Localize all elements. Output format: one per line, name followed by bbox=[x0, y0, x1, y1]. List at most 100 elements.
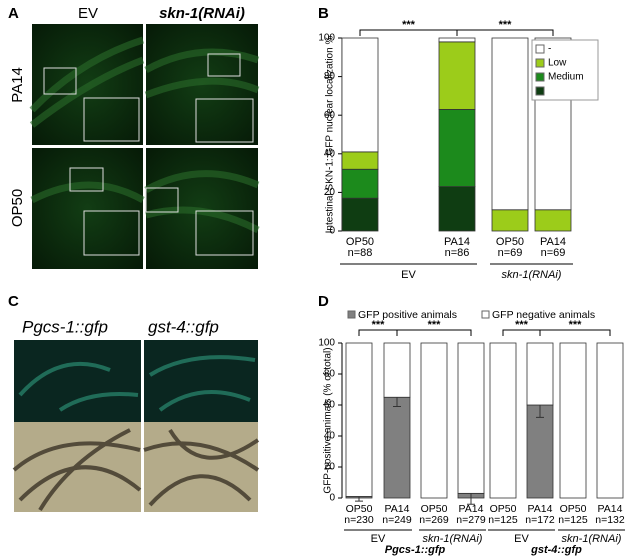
bar-segment bbox=[491, 37, 529, 211]
panel-label: A bbox=[8, 5, 19, 22]
bar-segment bbox=[341, 37, 379, 153]
x-tick-count: n=269 bbox=[419, 514, 449, 526]
y-tick-label: 100 bbox=[318, 33, 335, 44]
bar-segment bbox=[341, 197, 379, 232]
y-tick-label: 80 bbox=[324, 369, 336, 380]
micrograph bbox=[32, 148, 143, 269]
worm-fluorescence bbox=[18, 355, 256, 412]
significance-label: *** bbox=[569, 319, 583, 331]
x-tick-count: n=69 bbox=[498, 247, 523, 259]
legend-swatch bbox=[535, 44, 545, 54]
column-label: skn-1(RNAi) bbox=[159, 5, 245, 22]
y-tick-label: 100 bbox=[318, 338, 335, 349]
panel-a-images bbox=[29, 24, 260, 269]
x-tick-label: PA14 bbox=[385, 503, 410, 515]
x-tick-count: n=125 bbox=[558, 514, 588, 526]
x-tick-label: PA14 bbox=[444, 236, 470, 248]
significance-label: *** bbox=[372, 319, 386, 331]
panel-c-images bbox=[12, 340, 260, 512]
x-tick-label: PA14 bbox=[598, 503, 623, 515]
bar-segment bbox=[457, 342, 485, 494]
significance-label: *** bbox=[515, 319, 529, 331]
x-tick-label: PA14 bbox=[540, 236, 566, 248]
panel-label: B bbox=[318, 5, 329, 22]
x-tick-label: OP50 bbox=[496, 236, 524, 248]
column-label: EV bbox=[78, 5, 98, 22]
significance-bracket bbox=[539, 329, 611, 336]
bar-segment bbox=[420, 342, 448, 499]
brightfield-image bbox=[144, 422, 258, 512]
x-tick-label: OP50 bbox=[560, 503, 587, 515]
x-tick-count: n=279 bbox=[456, 514, 486, 526]
legend-swatch bbox=[535, 58, 545, 68]
bar-segment bbox=[526, 342, 554, 406]
column-label: gst-4::gfp bbox=[148, 317, 219, 336]
inset bbox=[195, 98, 254, 143]
inset-marker bbox=[207, 53, 241, 77]
y-tick-label: 40 bbox=[324, 431, 336, 442]
x-tick-label: OP50 bbox=[346, 503, 373, 515]
bar-segment bbox=[438, 41, 476, 110]
x-tick-label: OP50 bbox=[421, 503, 448, 515]
legend-label: - bbox=[548, 44, 551, 55]
row-label: PA14 bbox=[9, 67, 26, 103]
legend-label: GFP positive animals bbox=[358, 309, 457, 321]
legend-swatch bbox=[535, 72, 545, 82]
worm-brightfield bbox=[12, 428, 260, 512]
y-tick-label: 60 bbox=[324, 110, 336, 121]
panel-label: C bbox=[8, 293, 19, 310]
x-tick-label: PA14 bbox=[528, 503, 553, 515]
inset-marker bbox=[43, 67, 77, 95]
panel-label: D bbox=[318, 293, 329, 310]
bar-segment bbox=[383, 396, 411, 499]
inset bbox=[195, 210, 254, 256]
x-tick-count: n=125 bbox=[488, 514, 518, 526]
legend-label: Medium bbox=[548, 72, 584, 83]
x-tick-label: OP50 bbox=[346, 236, 374, 248]
bar-segment bbox=[559, 342, 587, 499]
inset-marker bbox=[69, 167, 104, 192]
y-tick-label: 40 bbox=[324, 148, 336, 159]
inset-marker bbox=[145, 187, 179, 213]
legend-label: GFP negative animals bbox=[492, 309, 595, 321]
bar-segment bbox=[491, 209, 529, 232]
group-label: EV bbox=[371, 533, 386, 545]
bar-segment bbox=[526, 404, 554, 499]
x-tick-count: n=249 bbox=[382, 514, 412, 526]
x-tick-label: PA14 bbox=[459, 503, 484, 515]
x-tick-count: n=132 bbox=[595, 514, 625, 526]
x-tick-count: n=88 bbox=[348, 247, 373, 259]
worm-outline bbox=[29, 36, 260, 234]
bar-segment bbox=[534, 209, 572, 232]
y-axis-title: Intestinal SKN-1::GFP nuclear localizati… bbox=[325, 36, 336, 234]
legend-swatch bbox=[535, 86, 545, 96]
column-label: Pgcs-1::gfp bbox=[22, 317, 108, 336]
y-tick-label: 20 bbox=[324, 462, 336, 473]
x-tick-count: n=172 bbox=[525, 514, 555, 526]
inset bbox=[83, 210, 140, 256]
group-label: skn-1(RNAi) bbox=[423, 533, 483, 545]
bar-segment bbox=[438, 37, 476, 43]
y-tick-label: 60 bbox=[324, 400, 336, 411]
bar-segment bbox=[341, 151, 379, 170]
significance-label: *** bbox=[402, 19, 416, 31]
legend-label: Low bbox=[548, 58, 567, 69]
legend-swatch bbox=[481, 310, 490, 319]
group-label: EV bbox=[401, 269, 416, 281]
x-tick-count: n=230 bbox=[344, 514, 374, 526]
significance-bracket bbox=[456, 29, 554, 36]
bar-segment bbox=[438, 186, 476, 232]
significance-label: *** bbox=[428, 319, 442, 331]
x-tick-label: OP50 bbox=[490, 503, 517, 515]
y-tick-label: 0 bbox=[329, 493, 335, 504]
bar-segment bbox=[345, 342, 373, 497]
y-tick-label: 20 bbox=[324, 187, 336, 198]
supergroup-label: gst-4::gfp bbox=[530, 544, 582, 556]
x-tick-count: n=86 bbox=[445, 247, 470, 259]
significance-label: *** bbox=[499, 19, 513, 31]
y-axis-title: GFP-positive animals (% of total) bbox=[323, 347, 334, 493]
x-tick-count: n=69 bbox=[541, 247, 566, 259]
significance-bracket bbox=[396, 329, 472, 336]
group-label: EV bbox=[514, 533, 529, 545]
